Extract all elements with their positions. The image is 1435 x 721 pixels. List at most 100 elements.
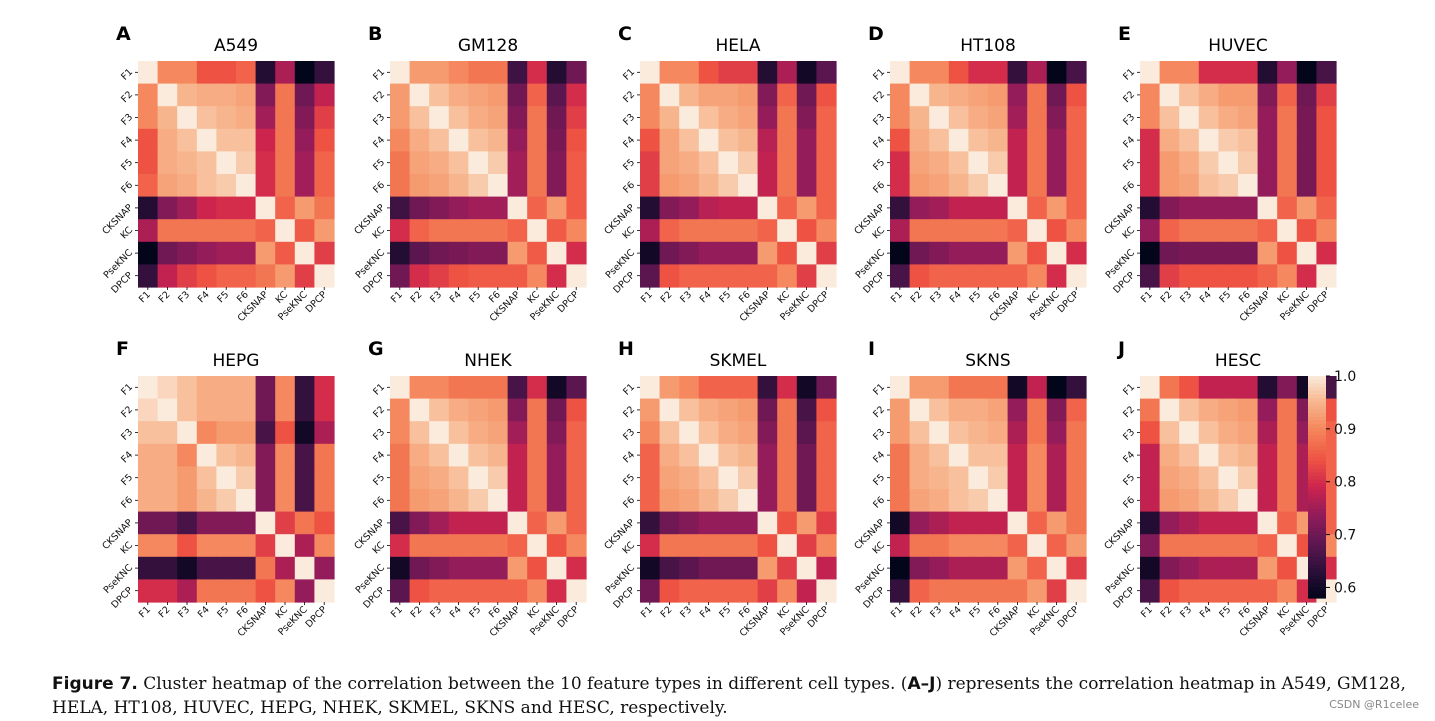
heatmap-cell bbox=[390, 241, 411, 265]
heatmap-cell bbox=[196, 443, 217, 467]
y-tick-label: F3 bbox=[621, 427, 637, 443]
heatmap-cell bbox=[679, 174, 700, 198]
heatmap-cell bbox=[890, 106, 911, 130]
heatmap-cell bbox=[390, 196, 411, 220]
heatmap-cell bbox=[236, 241, 257, 265]
heatmap-cell bbox=[1257, 534, 1278, 558]
heatmap-cell bbox=[1277, 466, 1298, 490]
heatmap-cell bbox=[1066, 579, 1087, 603]
colorbar-segment bbox=[1308, 438, 1326, 444]
heatmap-cell bbox=[640, 241, 661, 265]
heatmap-cell bbox=[314, 241, 335, 265]
heatmap-cell bbox=[929, 443, 950, 467]
heatmap-cell bbox=[1277, 421, 1298, 445]
heatmap-cell bbox=[1238, 489, 1259, 513]
heatmap-cell bbox=[566, 443, 587, 467]
y-tick-label: KC bbox=[871, 225, 888, 242]
heatmap-cell bbox=[1140, 241, 1161, 265]
x-tick-label: F3 bbox=[176, 604, 192, 620]
heatmap-cell bbox=[1179, 398, 1200, 422]
heatmap-cell bbox=[679, 83, 700, 107]
heatmap-cell bbox=[177, 196, 198, 220]
heatmap-cell bbox=[640, 443, 661, 467]
heatmap-cell bbox=[698, 376, 719, 400]
heatmap-cell bbox=[1066, 128, 1087, 152]
heatmap-cell bbox=[1257, 128, 1278, 152]
heatmap-cell bbox=[527, 556, 548, 580]
heatmap-cell bbox=[1257, 241, 1278, 265]
heatmap-cell bbox=[448, 128, 469, 152]
x-tick-label: F3 bbox=[1178, 289, 1194, 305]
x-tick-label: DPCP bbox=[304, 604, 330, 630]
heatmap-cell bbox=[640, 376, 661, 400]
heatmap-cell bbox=[1159, 421, 1180, 445]
heatmap-cell bbox=[659, 443, 680, 467]
heatmap-cell bbox=[988, 83, 1009, 107]
heatmap-cell bbox=[698, 83, 719, 107]
heatmap-cell bbox=[390, 264, 411, 288]
heatmap-cell bbox=[757, 466, 778, 490]
heatmap-cell bbox=[1066, 83, 1087, 107]
heatmap-cell bbox=[468, 83, 489, 107]
x-tick-label: F1 bbox=[639, 604, 655, 620]
heatmap-cell bbox=[948, 174, 969, 198]
colorbar-segment bbox=[1308, 531, 1326, 536]
heatmap-cell bbox=[659, 556, 680, 580]
colorbar-segment bbox=[1308, 586, 1326, 592]
heatmap-cell bbox=[718, 421, 739, 445]
heatmap-cell bbox=[138, 398, 159, 422]
heatmap-cell bbox=[968, 421, 989, 445]
x-tick-label: F4 bbox=[1198, 289, 1214, 305]
heatmap-cell bbox=[216, 174, 237, 198]
heatmap-cell bbox=[314, 151, 335, 175]
heatmap-cell bbox=[390, 106, 411, 130]
heatmap-cell bbox=[255, 579, 276, 603]
heatmap-cell bbox=[236, 151, 257, 175]
y-tick-label: F6 bbox=[1121, 495, 1137, 511]
heatmap-cell bbox=[640, 219, 661, 243]
heatmap-cell bbox=[409, 534, 430, 558]
colorbar-segment bbox=[1308, 424, 1326, 429]
heatmap-cell bbox=[718, 83, 739, 107]
heatmap-cell bbox=[816, 264, 837, 288]
heatmap-cell bbox=[738, 128, 759, 152]
heatmap-cell bbox=[1238, 174, 1259, 198]
heatmap-cell bbox=[409, 106, 430, 130]
heatmap-cell bbox=[1198, 534, 1219, 558]
heatmap-cell bbox=[255, 106, 276, 130]
heatmap-cell bbox=[507, 376, 528, 400]
panel-title: HESC bbox=[1215, 351, 1261, 371]
heatmap-cell bbox=[236, 196, 257, 220]
heatmap-cell bbox=[659, 83, 680, 107]
heatmap-cell bbox=[1007, 443, 1028, 467]
heatmap-cell bbox=[1218, 511, 1239, 535]
heatmap-cell bbox=[566, 579, 587, 603]
heatmap-cell bbox=[816, 174, 837, 198]
heatmap-cell bbox=[1296, 174, 1317, 198]
heatmap-cell bbox=[816, 128, 837, 152]
heatmap-cell bbox=[390, 511, 411, 535]
colorbar-tick-label: 0.6 bbox=[1334, 580, 1356, 596]
heatmap-cell bbox=[659, 151, 680, 175]
heatmap-cell bbox=[1218, 106, 1239, 130]
heatmap-cell bbox=[968, 376, 989, 400]
heatmap-cell bbox=[1159, 61, 1180, 85]
y-tick-label: F2 bbox=[1121, 89, 1137, 105]
heatmap-cell bbox=[968, 534, 989, 558]
colorbar-segment bbox=[1308, 401, 1326, 407]
heatmap-cell bbox=[988, 376, 1009, 400]
heatmap-cell bbox=[698, 421, 719, 445]
heatmap-cell bbox=[929, 128, 950, 152]
heatmap-cell bbox=[1277, 219, 1298, 243]
heatmap-cell bbox=[1277, 398, 1298, 422]
heatmap-cell bbox=[1238, 219, 1259, 243]
heatmap-cell bbox=[488, 511, 509, 535]
heatmap-cell bbox=[1027, 398, 1048, 422]
heatmap-cell bbox=[988, 128, 1009, 152]
y-tick-label: F6 bbox=[119, 495, 135, 511]
heatmap-cell bbox=[1027, 556, 1048, 580]
heatmap-cell bbox=[1027, 219, 1048, 243]
heatmap-cell bbox=[488, 83, 509, 107]
heatmap-cell bbox=[409, 151, 430, 175]
